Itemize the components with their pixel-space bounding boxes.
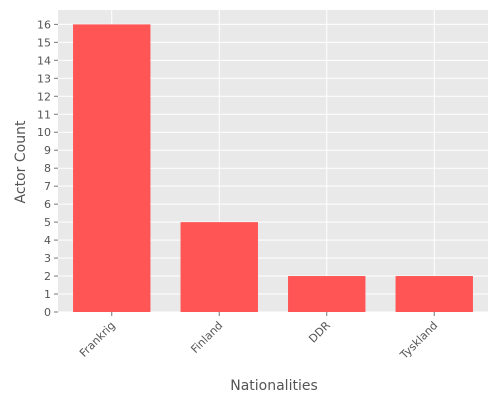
y-tick-label: 2 xyxy=(44,270,51,283)
y-tick-label: 10 xyxy=(37,126,51,139)
bar-ddr xyxy=(288,276,366,312)
y-tick-label: 5 xyxy=(44,216,51,229)
y-tick-label: 14 xyxy=(37,54,51,67)
bar-finland xyxy=(180,222,258,312)
y-tick-label: 3 xyxy=(44,252,51,265)
x-tick-label: Tyskland xyxy=(397,319,440,362)
x-tick-label: Finland xyxy=(188,319,225,356)
y-tick-label: 4 xyxy=(44,234,51,247)
x-axis-ticks: Frankrig Finland DDR Tyskland xyxy=(77,312,440,362)
x-axis-title: Nationalities xyxy=(230,378,318,394)
x-tick-label: DDR xyxy=(306,319,333,346)
y-tick-label: 9 xyxy=(44,144,51,157)
bar-frankrig xyxy=(73,24,151,313)
bar-tyskland xyxy=(395,276,473,312)
y-tick-label: 7 xyxy=(44,180,51,193)
y-axis-title: Actor Count xyxy=(13,120,29,203)
y-tick-label: 12 xyxy=(37,90,51,103)
y-tick-label: 1 xyxy=(44,288,51,301)
y-tick-label: 13 xyxy=(37,72,51,85)
x-tick-label: Frankrig xyxy=(77,319,118,360)
y-tick-label: 16 xyxy=(37,18,51,31)
bars xyxy=(73,24,473,313)
y-tick-label: 11 xyxy=(37,108,51,121)
y-tick-label: 8 xyxy=(44,162,51,175)
y-tick-label: 6 xyxy=(44,198,51,211)
y-tick-label: 15 xyxy=(37,36,51,49)
y-tick-label: 0 xyxy=(44,306,51,319)
